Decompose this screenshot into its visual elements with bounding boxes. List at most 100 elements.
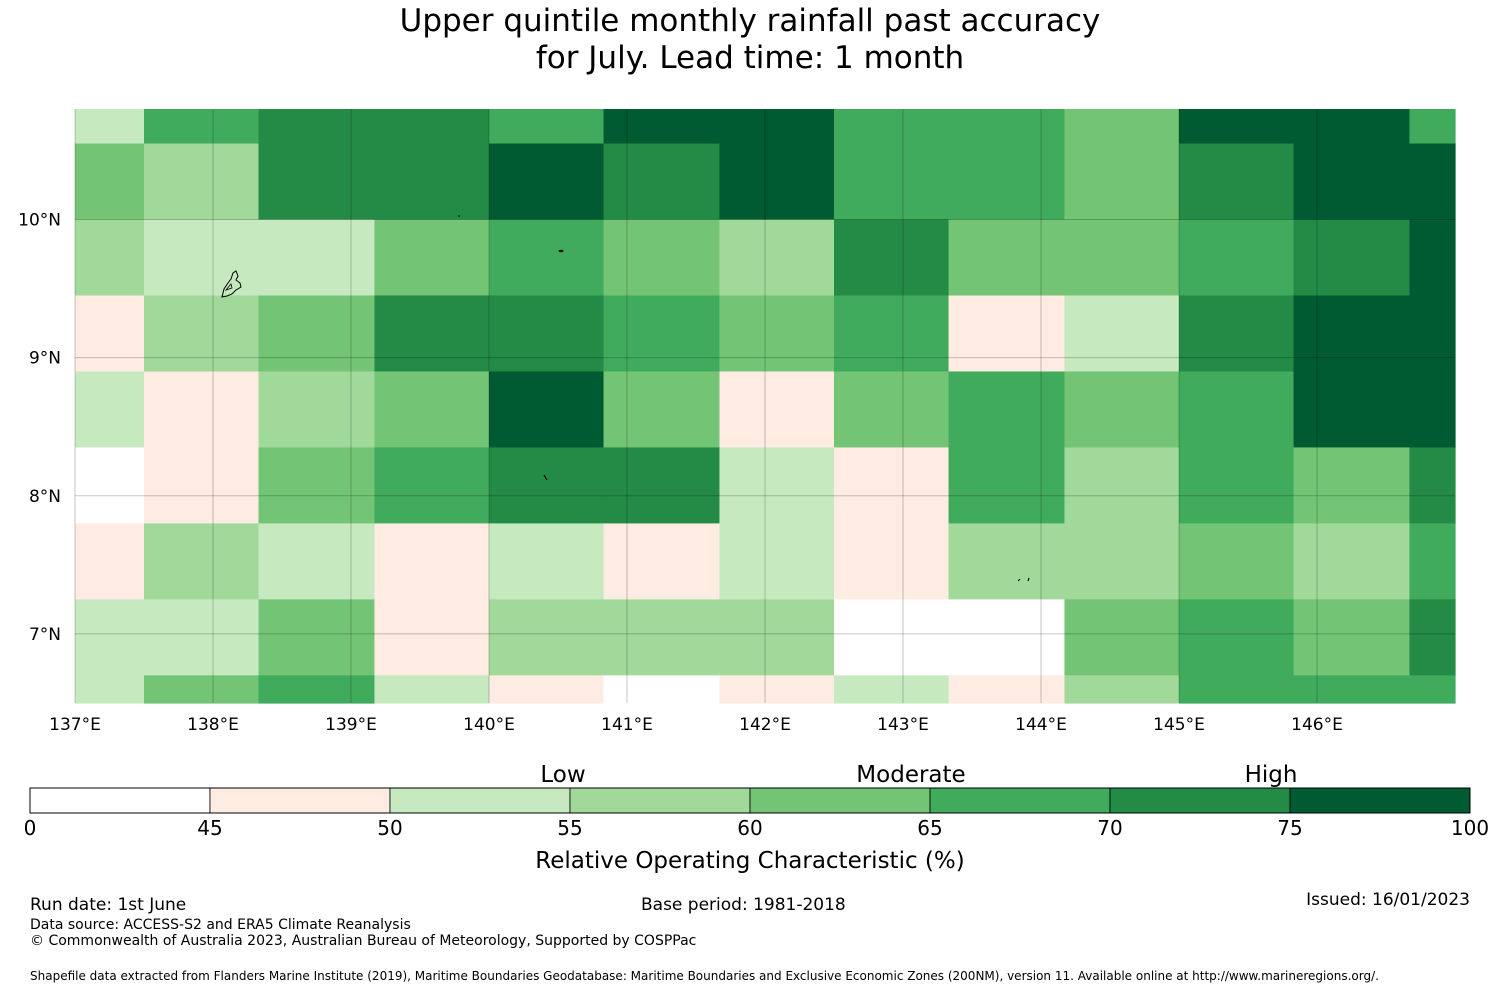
longitude-tick-label: 137°E xyxy=(49,715,101,735)
roc-cell xyxy=(1409,371,1456,449)
island-outline xyxy=(558,249,564,253)
roc-cell xyxy=(1179,675,1295,704)
roc-cell xyxy=(719,523,835,600)
roc-cell xyxy=(1293,675,1411,704)
roc-cell xyxy=(1293,219,1411,297)
data-source: Data source: ACCESS-S2 and ERA5 Climate … xyxy=(30,917,411,933)
roc-cell xyxy=(489,523,605,600)
island-outline xyxy=(1017,578,1021,582)
colorbar-tick-label: 45 xyxy=(197,816,222,840)
roc-cell xyxy=(489,143,605,221)
colorbar-tick-label: 75 xyxy=(1277,816,1302,840)
roc-cell xyxy=(374,109,490,145)
roc-cell xyxy=(834,371,950,449)
colorbar-tick-label: 100 xyxy=(1451,816,1489,840)
lat-lon-gridlines xyxy=(74,109,1455,703)
roc-cell xyxy=(948,599,1066,676)
colorbar-bin xyxy=(209,787,391,814)
roc-cell xyxy=(374,447,490,525)
roc-cell xyxy=(144,295,260,373)
roc-cell xyxy=(1179,295,1295,373)
roc-cell xyxy=(374,599,490,676)
roc-cell xyxy=(75,599,145,676)
roc-cell xyxy=(374,371,490,449)
roc-cell xyxy=(834,523,950,600)
roc-cell xyxy=(603,675,721,704)
roc-cell xyxy=(948,447,1066,525)
roc-cell xyxy=(1064,371,1180,449)
roc-cell xyxy=(1179,599,1295,676)
colorbar-tick-label: 65 xyxy=(917,816,942,840)
longitude-tick-label: 142°E xyxy=(739,715,791,735)
colorbar-bin xyxy=(29,787,211,814)
roc-cell xyxy=(1409,447,1456,525)
roc-cell xyxy=(719,675,835,704)
roc-cell xyxy=(1064,523,1180,600)
roc-cell xyxy=(1293,447,1411,525)
roc-cell xyxy=(948,143,1066,221)
roc-cell xyxy=(374,143,490,221)
roc-cell xyxy=(603,371,721,449)
roc-cell xyxy=(1179,371,1295,449)
latitude-tick-label: 9°N xyxy=(29,349,61,369)
roc-cell xyxy=(1064,109,1180,145)
roc-cell xyxy=(1179,109,1295,145)
longitude-tick-label: 145°E xyxy=(1153,715,1205,735)
longitude-tick-label: 144°E xyxy=(1015,715,1067,735)
roc-cell xyxy=(1409,219,1456,297)
roc-cell xyxy=(258,109,376,145)
roc-cell xyxy=(1064,143,1180,221)
colorbar-bin xyxy=(389,787,571,814)
island-outline xyxy=(224,283,233,291)
roc-cell xyxy=(144,371,260,449)
roc-cell xyxy=(719,371,835,449)
roc-cell xyxy=(719,219,835,297)
roc-cell xyxy=(1064,447,1180,525)
roc-cell xyxy=(603,599,721,676)
colorbar-label-low: Low xyxy=(540,762,585,788)
roc-cell xyxy=(374,295,490,373)
roc-cell xyxy=(144,599,260,676)
roc-cell xyxy=(258,523,376,600)
roc-cell xyxy=(258,219,376,297)
longitude-tick-label: 140°E xyxy=(463,715,515,735)
base-period: Base period: 1981-2018 xyxy=(641,895,846,915)
roc-cell xyxy=(144,675,260,704)
longitude-tick-label: 139°E xyxy=(325,715,377,735)
colorbar-label-high: High xyxy=(1245,762,1298,788)
roc-cell xyxy=(75,447,145,525)
roc-cell xyxy=(144,219,260,297)
colorbar: 0 45 50 55 60 65 70 75 100 Low Moderate High Rel… xyxy=(24,762,1489,874)
colorbar-tick-label: 50 xyxy=(377,816,402,840)
roc-cell xyxy=(258,447,376,525)
longitude-tick-label: 138°E xyxy=(187,715,239,735)
roc-cell xyxy=(489,109,605,145)
roc-cell xyxy=(258,371,376,449)
roc-cell xyxy=(258,143,376,221)
roc-cell xyxy=(834,675,950,704)
roc-cell xyxy=(834,295,950,373)
longitude-tick-label: 141°E xyxy=(601,715,653,735)
roc-cell xyxy=(374,523,490,600)
roc-cell xyxy=(1064,295,1180,373)
roc-cell xyxy=(948,295,1066,373)
roc-cell xyxy=(834,109,950,145)
colorbar-bin xyxy=(569,787,751,814)
roc-cell xyxy=(258,599,376,676)
island-outline xyxy=(221,270,242,298)
colorbar-tick-label: 70 xyxy=(1097,816,1122,840)
colorbar-frame xyxy=(29,787,1471,814)
roc-cell xyxy=(834,599,950,676)
roc-cell xyxy=(1293,143,1411,221)
roc-cell xyxy=(489,447,605,525)
roc-cell xyxy=(75,371,145,449)
roc-cell xyxy=(1409,675,1456,704)
copyright-notice: © Commonwealth of Australia 2023, Austra… xyxy=(30,933,697,949)
roc-cell xyxy=(1409,599,1456,676)
latitude-tick-label: 7°N xyxy=(29,625,61,645)
roc-cell xyxy=(1409,295,1456,373)
roc-cell xyxy=(75,109,145,145)
roc-cell xyxy=(948,523,1066,600)
shapefile-credit: Shapefile data extracted from Flanders M… xyxy=(30,969,1379,983)
colorbar-bins xyxy=(29,787,1471,814)
